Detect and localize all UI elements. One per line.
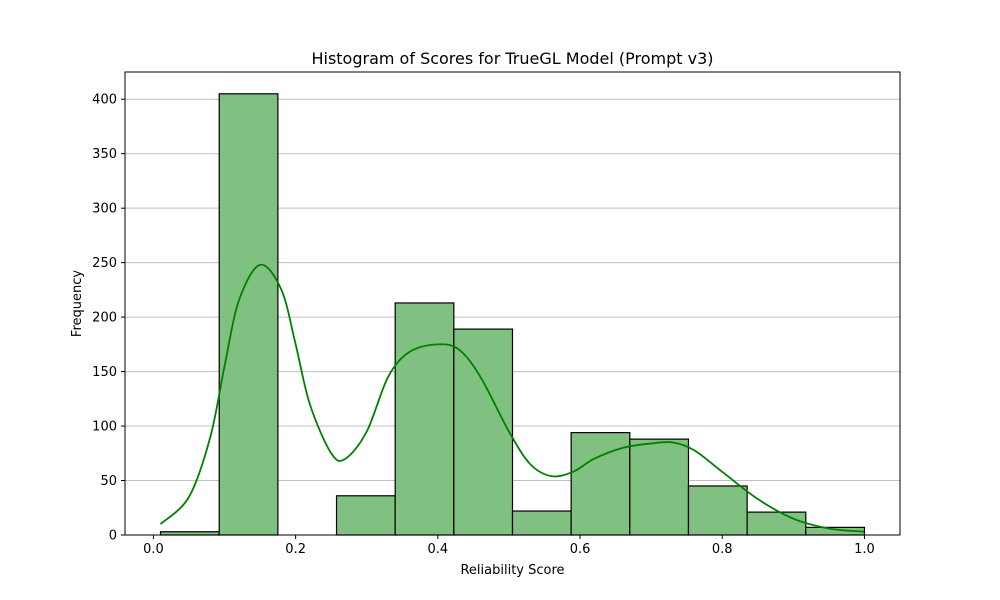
x-tick-label: 0.4 [428,542,449,557]
histogram-bar [394,302,455,536]
x-axis-label: Reliability Score [460,563,564,578]
y-axis-label: Frequency [70,270,85,337]
histogram-bar [218,93,279,536]
plot-frame [124,71,901,536]
y-tick-label: 400 [92,93,117,108]
y-axis-ticks: 0 50 100 150 200 250 300 350 400 [92,93,125,544]
x-tick-label: 0.0 [143,542,164,557]
histogram-bar [453,328,514,536]
histogram-bar [335,495,396,536]
x-tick-label: 0.8 [712,542,733,557]
x-tick-label: 0.6 [570,542,591,557]
y-tick-label: 150 [92,365,117,380]
histogram-bars [159,93,866,536]
kde-curve-group [159,263,865,533]
y-tick-label: 250 [92,256,117,271]
y-tick-label: 200 [92,311,117,326]
y-tick-label: 300 [92,202,117,217]
histogram-bar [629,438,690,536]
y-tick-label: 50 [100,474,117,489]
y-tick-label: 0 [109,529,117,544]
chart-title: Histogram of Scores for TrueGL Model (Pr… [311,49,713,68]
kde-curve [159,263,865,533]
x-tick-label: 1.0 [854,542,875,557]
x-axis-ticks: 0.0 0.2 0.4 0.6 0.8 1.0 [143,535,875,557]
y-tick-label: 350 [92,147,117,162]
histogram-bar [746,511,807,536]
histogram-bar [687,485,748,536]
x-tick-label: 0.2 [285,542,306,557]
histogram-bar [511,510,572,536]
y-tick-label: 100 [92,420,117,435]
